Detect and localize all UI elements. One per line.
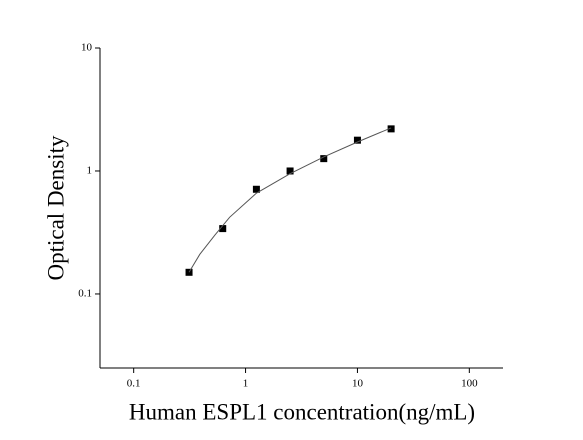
data-point [387, 125, 395, 133]
y-tick-label: 0.1 [78, 287, 92, 299]
data-point [286, 167, 294, 175]
data-point [320, 155, 328, 163]
data-point [252, 185, 260, 193]
x-tick-label: 1 [243, 378, 249, 390]
y-axis-title: Optical Density [43, 135, 68, 280]
fit-curve [188, 127, 392, 273]
x-axis-title: Human ESPL1 concentration(ng/mL) [129, 399, 475, 424]
y-tick-label: 10 [81, 42, 93, 54]
x-tick-label: 0.1 [127, 378, 141, 390]
x-tick-label: 100 [461, 378, 478, 390]
y-tick-label: 1 [87, 165, 93, 177]
data-point [219, 225, 227, 233]
x-tick-label: 10 [352, 378, 364, 390]
data-point [353, 136, 361, 144]
